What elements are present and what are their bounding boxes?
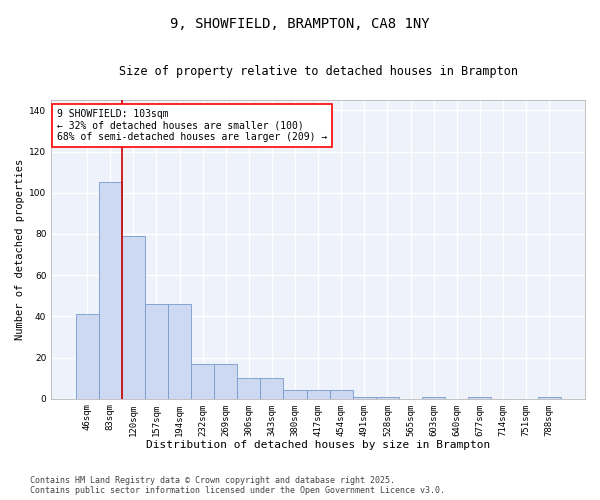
Bar [76, 314, 98, 398]
Text: 9 SHOWFIELD: 103sqm
← 32% of detached houses are smaller (100)
68% of semi-detac: 9 SHOWFIELD: 103sqm ← 32% of detached ho… [56, 109, 327, 142]
Text: 9, SHOWFIELD, BRAMPTON, CA8 1NY: 9, SHOWFIELD, BRAMPTON, CA8 1NY [170, 18, 430, 32]
Bar [122, 236, 145, 398]
Title: Size of property relative to detached houses in Brampton: Size of property relative to detached ho… [119, 65, 518, 78]
Bar [376, 396, 399, 398]
Bar [329, 390, 353, 398]
Bar [237, 378, 260, 398]
Bar [214, 364, 237, 398]
X-axis label: Distribution of detached houses by size in Brampton: Distribution of detached houses by size … [146, 440, 490, 450]
Bar [353, 396, 376, 398]
Bar [469, 396, 491, 398]
Bar [422, 396, 445, 398]
Bar [145, 304, 168, 398]
Bar [283, 390, 307, 398]
Y-axis label: Number of detached properties: Number of detached properties [15, 158, 25, 340]
Bar [307, 390, 329, 398]
Bar [538, 396, 561, 398]
Bar [98, 182, 122, 398]
Bar [191, 364, 214, 398]
Text: Contains HM Land Registry data © Crown copyright and database right 2025.
Contai: Contains HM Land Registry data © Crown c… [30, 476, 445, 495]
Bar [168, 304, 191, 398]
Bar [260, 378, 283, 398]
